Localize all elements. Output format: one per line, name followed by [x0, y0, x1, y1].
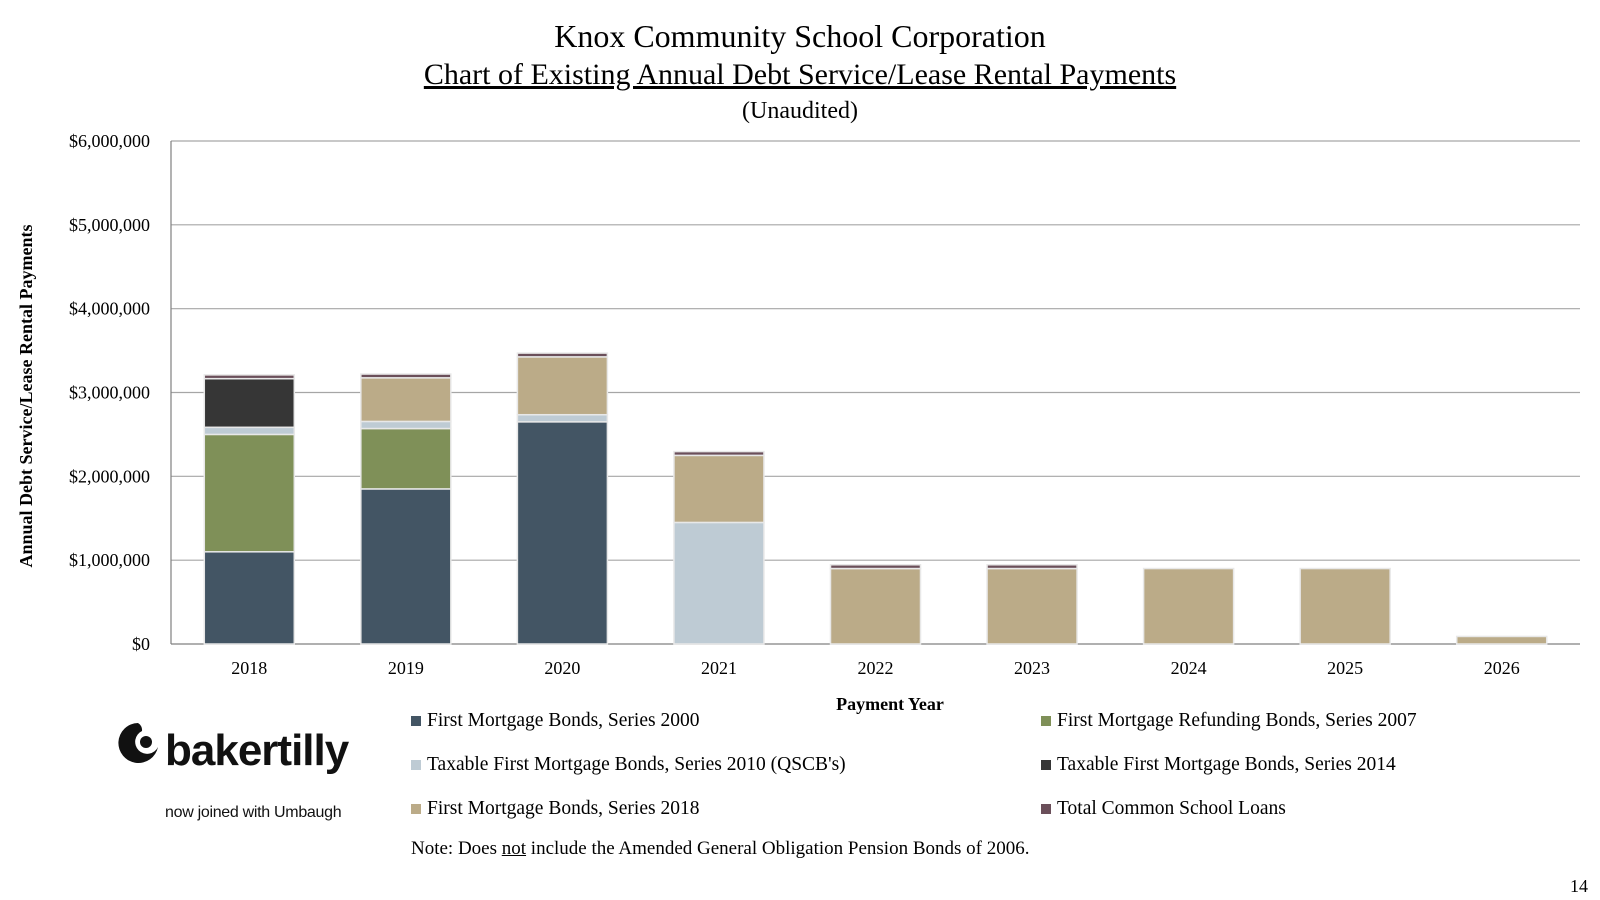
bar-segment	[516, 356, 609, 416]
x-tick-labels: 2018 2019 2020 2021 2022 2023 2024 2025 2026	[231, 658, 1519, 678]
legend-swatch	[1041, 804, 1051, 814]
bar-segment	[516, 413, 609, 423]
legend-label: First Mortgage Refunding Bonds, Series 2…	[1057, 710, 1417, 731]
footnote-prefix: Note: Does	[411, 838, 502, 859]
x-tick-label: 2026	[1484, 658, 1520, 678]
logo-tagline: now joined with Umbaugh	[165, 804, 342, 821]
legend-label: First Mortgage Bonds, Series 2018	[427, 798, 700, 819]
footnote-suffix: include the Amended General Obligation P…	[526, 838, 1030, 859]
bar-segment	[360, 377, 452, 423]
legend-item: First Mortgage Bonds, Series 2000	[411, 710, 699, 732]
legend-item: Total Common School Loans	[1041, 798, 1286, 820]
bar-stacks	[203, 352, 1548, 645]
bar-segment	[829, 564, 922, 570]
bar-segment	[203, 433, 296, 553]
bar-stack-2019	[360, 373, 452, 645]
bar-stack-2024	[1142, 567, 1235, 645]
legend-label: Taxable First Mortgage Bonds, Series 201…	[1057, 754, 1396, 775]
bar-segment	[360, 427, 452, 490]
legend-swatch	[1041, 716, 1051, 726]
y-tick-label: $4,000,000	[69, 299, 150, 319]
x-tick-label: 2025	[1327, 658, 1363, 678]
bar-segment	[516, 352, 609, 358]
bar-segment	[986, 567, 1078, 645]
bar-segment	[829, 567, 922, 645]
bar-segment	[203, 377, 296, 429]
y-tick-label: $0	[132, 634, 150, 654]
y-tick-label: $3,000,000	[69, 383, 150, 403]
bar-stack-2021	[673, 450, 765, 645]
legend-item: Taxable First Mortgage Bonds, Series 201…	[411, 754, 846, 776]
y-tick-label: $2,000,000	[69, 466, 150, 486]
bar-segment	[360, 420, 452, 430]
bar-segment	[516, 421, 609, 645]
chart-title: Knox Community School Corporation	[554, 18, 1046, 54]
bar-stack-2020	[516, 352, 609, 645]
bar-segment	[1299, 567, 1391, 645]
legend-swatch	[411, 760, 421, 770]
footnote: Note: Does not include the Amended Gener…	[411, 838, 1029, 860]
x-tick-label: 2022	[858, 658, 894, 678]
bar-segment	[1142, 567, 1235, 645]
legend-swatch	[411, 804, 421, 814]
bar-segment	[673, 450, 765, 457]
chart-note-line: (Unaudited)	[742, 98, 858, 124]
bar-stack-2023	[986, 564, 1078, 645]
bar-segment	[203, 551, 296, 645]
legend-item: First Mortgage Bonds, Series 2018	[411, 798, 699, 820]
bar-stack-2022	[829, 564, 922, 645]
bar-segment	[673, 521, 765, 645]
x-tick-label: 2018	[231, 658, 267, 678]
legend-label: Total Common School Loans	[1057, 798, 1286, 819]
bar-segment	[360, 488, 452, 645]
x-axis-title: Payment Year	[836, 694, 944, 714]
bar-stack-2025	[1299, 567, 1391, 645]
x-tick-label: 2019	[388, 658, 424, 678]
y-tick-labels: $0 $1,000,000 $2,000,000 $3,000,000 $4,000,0…	[69, 131, 150, 654]
bar-segment	[673, 454, 765, 524]
legend-item: Taxable First Mortgage Bonds, Series 201…	[1041, 754, 1396, 776]
x-tick-label: 2021	[701, 658, 737, 678]
legend-swatch	[1041, 760, 1051, 770]
footnote-emphasis: not	[501, 838, 527, 859]
chart-subtitle: Chart of Existing Annual Debt Service/Le…	[423, 58, 1177, 91]
y-tick-label: $6,000,000	[69, 131, 150, 151]
bar-segment	[203, 374, 296, 380]
legend-label: Taxable First Mortgage Bonds, Series 201…	[427, 754, 846, 775]
legend-item: First Mortgage Refunding Bonds, Series 2…	[1041, 710, 1417, 732]
y-axis-title: Annual Debt Service/Lease Rental Payment…	[16, 225, 36, 568]
x-tick-label: 2020	[544, 658, 580, 678]
bar-segment	[1455, 635, 1548, 645]
logo-mark-icon	[118, 723, 158, 763]
legend-swatch	[411, 716, 421, 726]
bar-segment	[203, 426, 296, 436]
page-number: 14	[1570, 876, 1588, 896]
bar-stack-2018	[203, 374, 296, 645]
legend-label: First Mortgage Bonds, Series 2000	[427, 710, 700, 731]
x-tick-label: 2024	[1171, 658, 1207, 678]
bar-segment	[986, 564, 1078, 570]
x-tick-label: 2023	[1014, 658, 1050, 678]
logo-wordmark: bakertilly	[165, 726, 349, 775]
bar-stack-2026	[1455, 635, 1548, 645]
bar-segment	[360, 373, 452, 379]
y-tick-label: $1,000,000	[69, 550, 150, 570]
y-tick-label: $5,000,000	[69, 215, 150, 235]
